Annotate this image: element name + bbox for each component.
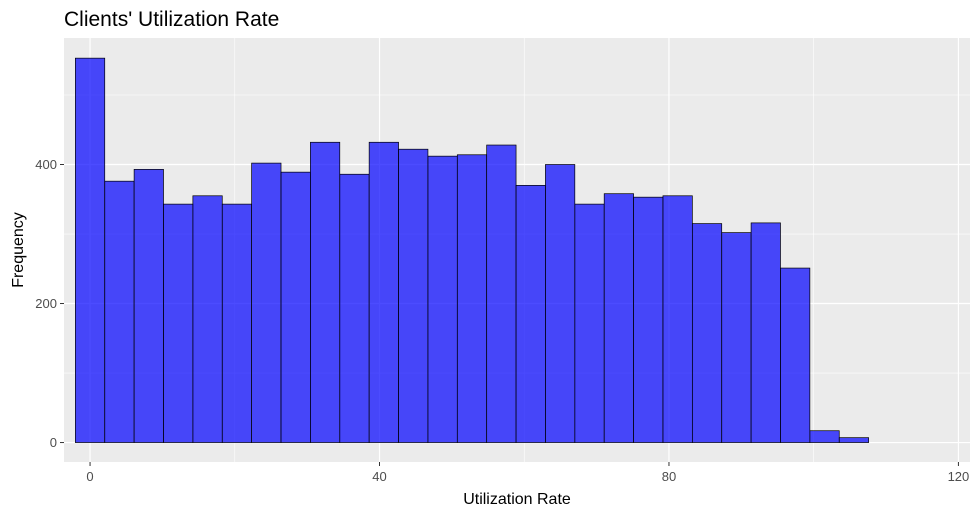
- histogram-bar: [251, 162, 282, 443]
- histogram-bar: [339, 173, 370, 443]
- histogram-bar: [838, 437, 869, 443]
- x-tick-label: 80: [662, 469, 676, 484]
- histogram-bar: [809, 430, 840, 443]
- histogram-bar: [398, 148, 429, 443]
- histogram-bar: [603, 193, 634, 443]
- histogram-bar: [691, 223, 723, 443]
- histogram-bar: [427, 155, 458, 443]
- y-tick-label: 400: [35, 157, 57, 172]
- histogram-bar: [192, 195, 223, 443]
- y-tick-label: 200: [35, 296, 57, 311]
- histogram-bar: [780, 267, 811, 443]
- x-tick-label: 40: [372, 469, 386, 484]
- x-axis-title: Utilization Rate: [463, 491, 571, 508]
- x-axis-ticks: 0 40 80 120: [86, 462, 969, 484]
- histogram-bar: [633, 196, 664, 443]
- x-tick-label: 0: [86, 469, 93, 484]
- histogram-bar: [486, 144, 517, 443]
- x-tick-label: 120: [948, 469, 970, 484]
- histogram-bar: [574, 203, 605, 443]
- y-tick-label: 0: [50, 435, 57, 450]
- histogram-bar: [456, 154, 488, 443]
- histogram-bar: [721, 232, 752, 443]
- histogram-bar: [221, 203, 252, 443]
- histogram-bars: [75, 57, 869, 443]
- histogram-bar: [368, 141, 399, 443]
- histogram-bar: [75, 57, 106, 443]
- y-axis-ticks: 0 200 400: [35, 157, 64, 450]
- histogram-bar: [662, 195, 693, 443]
- histogram-bar: [163, 203, 194, 443]
- histogram-bar: [750, 222, 781, 443]
- histogram-bar: [310, 141, 341, 443]
- histogram-bar: [133, 169, 164, 443]
- histogram-bar: [515, 185, 546, 443]
- histogram-bar: [104, 180, 135, 443]
- histogram-bar: [545, 164, 576, 443]
- y-axis-title: Frequency: [10, 212, 27, 288]
- histogram-bar: [280, 171, 311, 443]
- chart-title: Clients' Utilization Rate: [64, 8, 279, 31]
